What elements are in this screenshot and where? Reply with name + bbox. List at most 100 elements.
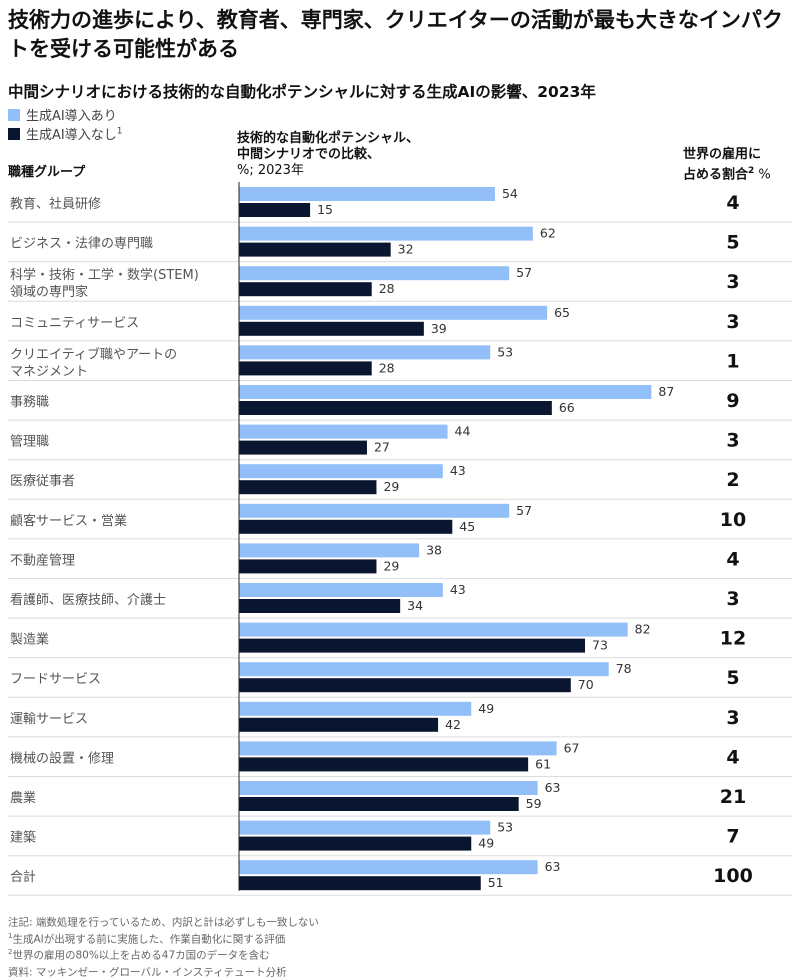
category-label: クリエイティブ職やアートのマネジメント [10,346,177,379]
value-label-without-genai: 66 [559,400,575,415]
category-label: 管理職 [10,435,49,450]
note-1: 1生成AIが出現する前に実施した、作業自動化に関する評価 [8,930,319,947]
bar-with-genai [239,306,547,320]
category-label: 農業 [10,790,36,806]
employment-share-value: 4 [726,192,739,214]
value-label-without-genai: 59 [526,796,542,811]
category-label: 不動産管理 [10,552,75,568]
bar-without-genai [239,282,372,296]
category-label: 科学・技術・工学・数学(STEM)領域の専門家 [10,267,199,300]
employment-share-value: 4 [726,746,739,768]
value-label-without-genai: 70 [578,677,594,692]
value-label-with-genai: 43 [450,463,466,478]
note-0: 注記: 端数処理を行っているため、内訳と計は必ずしも一致しない [8,913,319,930]
value-label-without-genai: 51 [488,875,504,890]
value-label-with-genai: 62 [540,226,556,241]
value-label-with-genai: 57 [516,503,532,518]
category-label: ビジネス・法律の専門職 [10,237,153,252]
employment-share-value: 1 [726,350,739,372]
bar-without-genai [239,797,519,811]
value-label-without-genai: 45 [459,519,475,534]
value-label-without-genai: 27 [374,440,390,455]
category-label: 機械の設置・修理 [10,750,114,766]
value-label-with-genai: 78 [616,661,632,676]
value-label-without-genai: 34 [407,598,423,613]
value-label-with-genai: 82 [635,622,651,637]
category-label: 顧客サービス・営業 [10,513,127,529]
employment-share-value: 3 [726,271,739,293]
value-label-with-genai: 38 [426,542,442,557]
bar-with-genai [239,583,443,597]
value-label-with-genai: 53 [497,344,513,359]
bar-without-genai [239,876,481,890]
employment-share-value: 3 [726,588,739,610]
value-label-without-genai: 61 [535,756,551,771]
bar-with-genai [239,702,471,716]
value-label-without-genai: 49 [478,836,494,851]
value-label-without-genai: 15 [317,202,333,217]
bar-with-genai [239,385,651,399]
bar-without-genai [239,243,391,257]
bar-with-genai [239,187,495,201]
footnotes: 注記: 端数処理を行っているため、内訳と計は必ずしも一致しない 1生成AIが出現… [8,913,319,979]
category-label: コミュニティサービス [10,316,139,331]
employment-share-value: 100 [713,865,753,887]
bar-without-genai [239,718,438,732]
employment-share-value: 10 [720,509,746,531]
bar-without-genai [239,361,372,375]
value-label-without-genai: 28 [379,360,395,375]
value-label-with-genai: 67 [564,740,580,755]
bar-without-genai [239,837,471,851]
category-label: 事務職 [10,395,49,410]
value-label-without-genai: 32 [398,242,414,257]
employment-share-value: 4 [726,548,739,570]
value-label-with-genai: 53 [497,820,513,835]
value-label-with-genai: 43 [450,582,466,597]
bar-without-genai [239,322,424,336]
employment-share-value: 12 [720,628,746,650]
value-label-without-genai: 39 [431,321,447,336]
bar-without-genai [239,520,452,534]
bar-without-genai [239,441,367,455]
category-label: 合計 [10,869,36,885]
employment-share-value: 21 [720,786,746,808]
bar-with-genai [239,821,490,835]
bar-without-genai [239,639,585,653]
bar-without-genai [239,203,310,217]
category-label: 医療従事者 [10,474,75,489]
bar-with-genai [239,425,448,439]
employment-share-value: 5 [726,667,739,689]
bar-with-genai [239,741,557,755]
category-label: 看護師、医療技師、介護士 [10,592,166,608]
bar-without-genai [239,678,571,692]
bar-with-genai [239,504,509,518]
bar-with-genai [239,860,538,874]
value-label-with-genai: 49 [478,701,494,716]
bar-with-genai [239,464,443,478]
bar-without-genai [239,401,552,415]
value-label-without-genai: 29 [383,479,399,494]
employment-share-value: 5 [726,232,739,254]
value-label-with-genai: 54 [502,186,518,201]
value-label-without-genai: 29 [383,558,399,573]
employment-share-value: 7 [726,826,739,848]
bar-with-genai [239,781,538,795]
employment-share-value: 9 [726,390,739,412]
category-label: 建築 [10,831,36,846]
value-label-with-genai: 63 [545,859,561,874]
bar-with-genai [239,345,490,359]
value-label-with-genai: 57 [516,265,532,280]
category-label: 製造業 [10,632,49,648]
category-label: フードサービス [10,672,101,687]
bar-without-genai [239,480,376,494]
bar-without-genai [239,599,400,613]
bar-with-genai [239,623,628,637]
employment-share-value: 3 [726,430,739,452]
bar-with-genai [239,227,533,241]
bar-without-genai [239,559,376,573]
value-label-without-genai: 73 [592,638,608,653]
note-2: 2世界の雇用の80%以上を占める47カ国のデータを含む [8,946,319,963]
bar-without-genai [239,757,528,771]
bar-with-genai [239,266,509,280]
